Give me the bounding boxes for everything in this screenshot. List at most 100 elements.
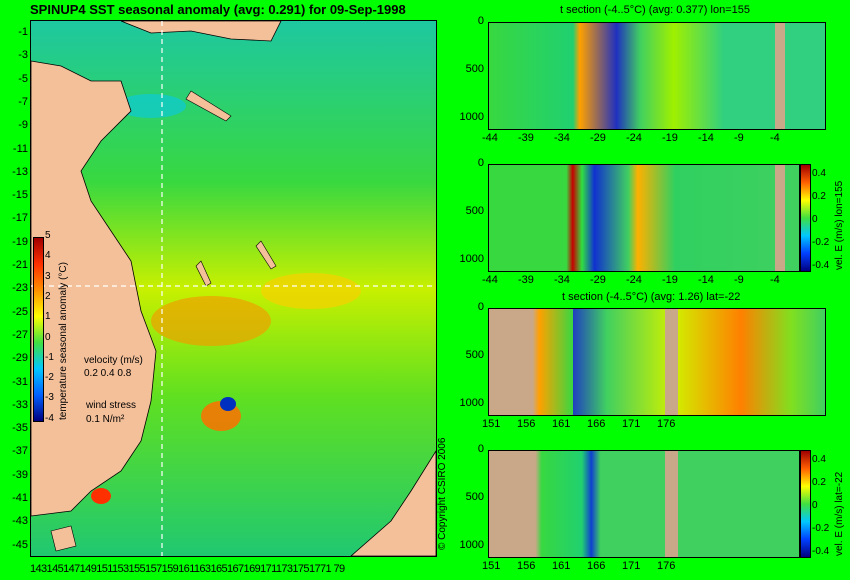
- section-x-tick-label: -24: [626, 132, 642, 144]
- land-mask: [665, 309, 678, 415]
- map-y-tick-label: -17: [12, 212, 28, 225]
- section-y-tick-label: 500: [465, 63, 484, 75]
- tasmania-landmass: [50, 525, 77, 552]
- vel-colorbar-tick-label: -0.2: [812, 237, 830, 248]
- map-y-tick-label: -25: [12, 305, 28, 318]
- section-x-tick-label: -24: [626, 274, 642, 286]
- map-y-tick-label: -15: [12, 189, 28, 202]
- section-y-tick-label: 500: [465, 491, 484, 503]
- map-y-tick-label: -41: [12, 492, 28, 504]
- vel-colorbar-tick-label: 0: [812, 214, 818, 225]
- map-y-tick-label: -39: [12, 468, 28, 481]
- section-x-tick-label: -44: [482, 132, 498, 144]
- map-y-tick-label: -23: [12, 282, 28, 295]
- section-x-tick-label: -19: [662, 274, 678, 286]
- section-x-tick-label: 171: [622, 560, 641, 572]
- new-zealand-landmass: [350, 450, 436, 556]
- section-y-tick-label: 0: [477, 443, 484, 455]
- vel-colorbar-tick-label: -0.2: [812, 523, 830, 534]
- map-y-tick-label: -19: [12, 235, 28, 248]
- colorbar-tick-label: 1: [45, 311, 51, 323]
- section-x-tick-label: -19: [662, 132, 678, 144]
- cold-eddy: [220, 397, 236, 411]
- colorbar-tick-label: 4: [45, 250, 51, 262]
- map-colorbar-label: temperature seasonal anomaly (°C): [58, 262, 69, 420]
- colorbar-tick-label: 5: [45, 230, 51, 241]
- velocity-label: velocity (m/s): [84, 355, 143, 366]
- section-x-tick-label: -9: [734, 274, 744, 286]
- warm-anomaly: [261, 273, 361, 309]
- vel-colorbar-tick-label: 0.2: [812, 477, 826, 488]
- section-x-tick-label: 151: [482, 418, 501, 430]
- island: [185, 90, 232, 122]
- map-title: SPINUP4 SST seasonal anomaly (avg: 0.291…: [30, 2, 406, 17]
- section-y-tick-label: 1000: [459, 539, 484, 551]
- new-guinea-landmass: [120, 21, 282, 42]
- section-y-tick-label: 0: [477, 301, 484, 313]
- section-x-tick-label: 151: [482, 560, 501, 572]
- panel-1-title: t section (-4..5°C) (avg: 0.377) lon=155: [560, 4, 750, 16]
- colorbar-tick-label: -4: [45, 412, 54, 424]
- island: [255, 240, 277, 270]
- map-colorbar: [33, 237, 44, 422]
- section-y-tick-label: 1000: [459, 397, 484, 409]
- land-mask: [665, 451, 678, 557]
- section-x-tick-label: 176: [657, 418, 676, 430]
- map-y-tick-label: -31: [12, 375, 28, 388]
- map-y-tick-label: -29: [12, 352, 28, 365]
- map-y-tick-label: -11: [12, 142, 28, 155]
- sst-map: [30, 20, 437, 557]
- colorbar-tick-label: -3: [45, 392, 54, 404]
- vel-colorbar-tick-label: 0.4: [812, 168, 826, 179]
- section-panel-1: [488, 22, 826, 130]
- vel-colorbar-tick-label: 0: [812, 500, 818, 511]
- section-x-tick-label: -29: [590, 274, 606, 286]
- vel-colorbar-label: vel. E (m/s) lat=-22: [834, 471, 845, 556]
- map-y-tick-label: -27: [12, 328, 28, 341]
- map-y-tick-label: -37: [12, 445, 28, 458]
- vel-colorbar-1: [800, 164, 811, 272]
- australia-landmass: [31, 60, 157, 517]
- land-mask: [775, 23, 785, 129]
- colorbar-tick-label: 2: [45, 290, 51, 302]
- map-y-tick-label: -7: [18, 95, 28, 108]
- section-x-tick-label: 166: [587, 560, 606, 572]
- map-y-tick-label: -33: [12, 398, 28, 411]
- map-y-tick-label: -13: [12, 165, 28, 178]
- section-x-tick-label: 161: [552, 418, 571, 430]
- wind-label: wind stress: [86, 400, 137, 411]
- colorbar-tick-label: -1: [45, 351, 54, 363]
- vel-colorbar-2: [800, 450, 811, 558]
- panel-3-title: t section (-4..5°C) (avg: 1.26) lat=-22: [562, 291, 741, 303]
- map-x-ticks: 1431451471491511531551571591611631651671…: [30, 563, 345, 575]
- vel-colorbar-tick-label: 0.2: [812, 191, 826, 202]
- section-x-tick-label: -39: [518, 132, 534, 144]
- copyright-text: © Copyright CSIRO 2006: [437, 437, 448, 550]
- map-y-tick-label: -21: [12, 259, 28, 271]
- section-x-tick-label: -34: [554, 132, 570, 144]
- vel-colorbar-tick-label: -0.4: [812, 546, 830, 557]
- section-x-tick-label: -9: [734, 132, 744, 144]
- section-x-tick-label: -14: [698, 274, 714, 286]
- section-y-tick-label: 500: [465, 349, 484, 361]
- sst-map-svg: [31, 21, 436, 556]
- section-x-tick-label: 161: [552, 560, 571, 572]
- colorbar-tick-label: 0: [45, 331, 51, 343]
- map-y-tick-label: -43: [12, 515, 28, 528]
- vel-colorbar-tick-label: 0.4: [812, 454, 826, 465]
- map-y-tick-label: -9: [18, 119, 28, 132]
- section-x-tick-label: 156: [517, 560, 536, 572]
- colorbar-tick-label: 3: [45, 270, 51, 282]
- section-y-tick-label: 500: [465, 205, 484, 217]
- map-y-tick-label: -3: [18, 49, 28, 62]
- map-y-tick-label: -5: [18, 72, 28, 85]
- section-panel-3: [488, 308, 826, 416]
- vel-colorbar-label: vel. E (m/s) lon=155: [834, 180, 845, 270]
- velocity-scale: 0.2 0.4 0.8: [84, 368, 132, 379]
- section-x-tick-label: 171: [622, 418, 641, 430]
- section-x-tick-label: -44: [482, 274, 498, 286]
- vel-colorbar-tick-label: -0.4: [812, 260, 830, 271]
- section-y-tick-label: 1000: [459, 111, 484, 123]
- section-x-tick-label: 156: [517, 418, 536, 430]
- section-x-tick-label: -29: [590, 132, 606, 144]
